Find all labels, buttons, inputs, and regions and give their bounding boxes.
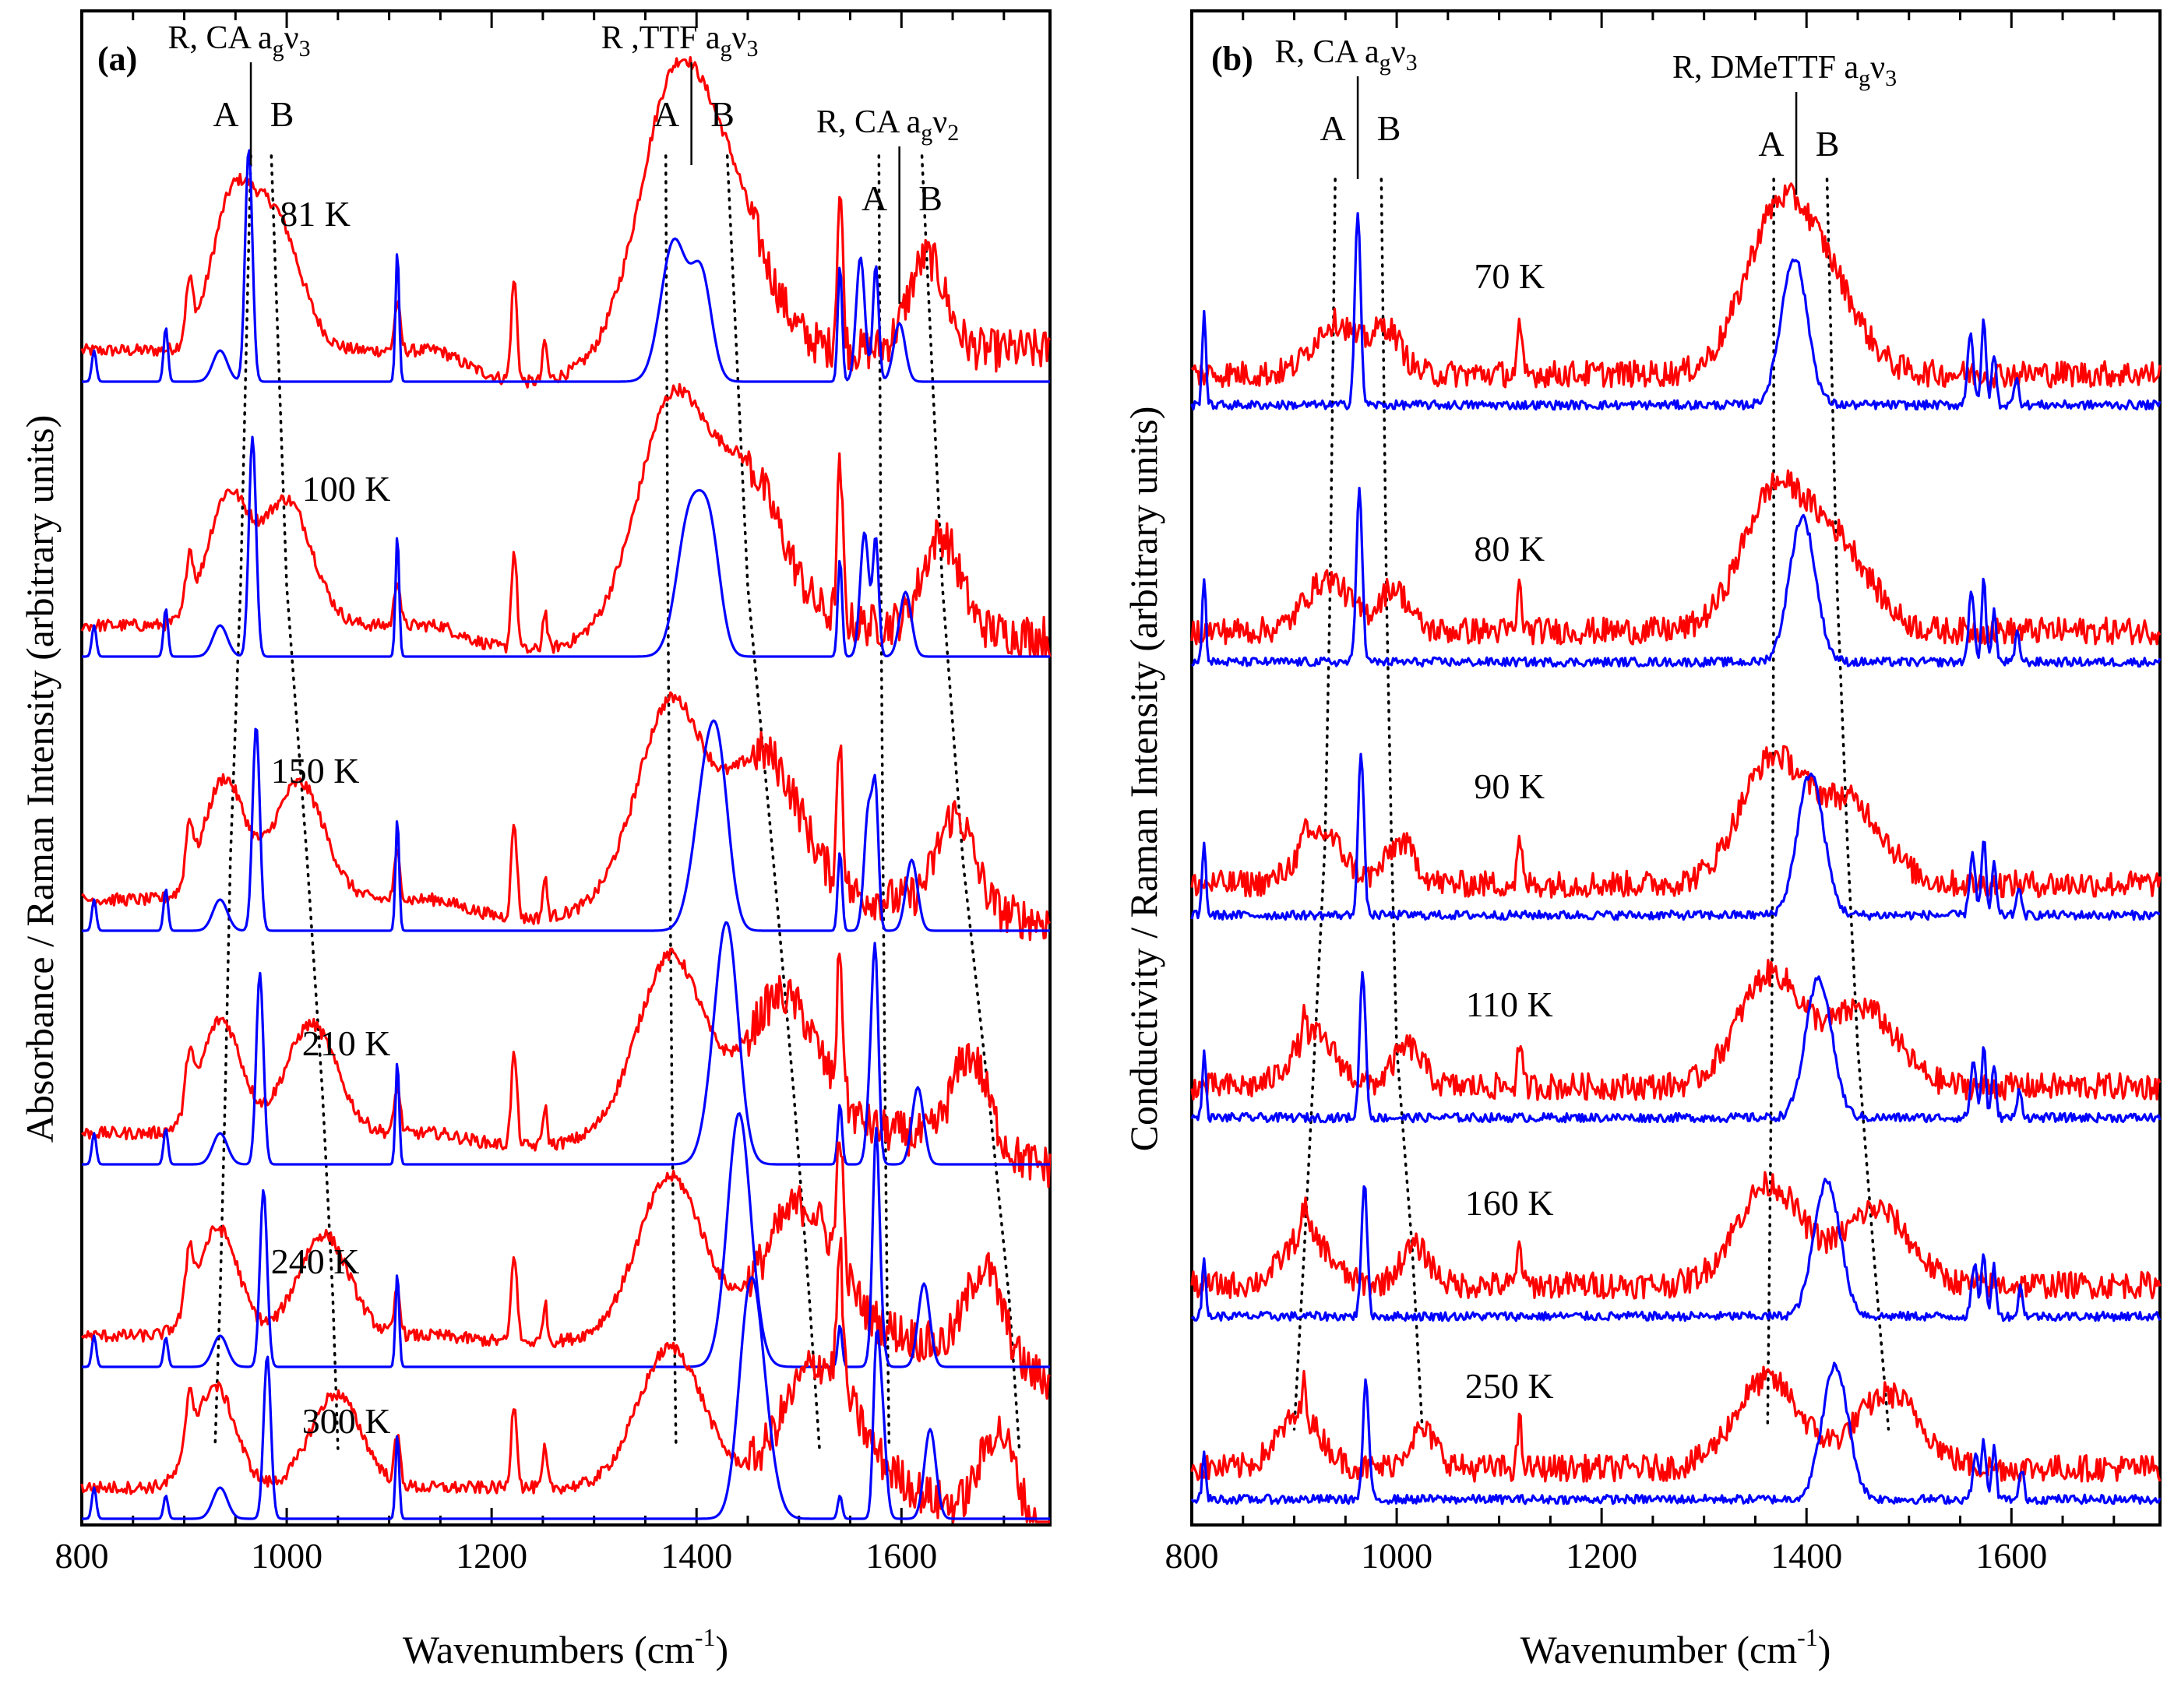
- temperature-label: 90 K: [1474, 766, 1545, 806]
- peak-letter: B: [270, 94, 294, 134]
- panel-a-guides: [213, 154, 1021, 1450]
- conductivity-curve: [1190, 469, 2162, 646]
- absorbance-curve: [81, 947, 1052, 1189]
- x-tick-label: 1000: [1361, 1536, 1432, 1576]
- mode-label: R ,TTF agν3: [601, 20, 759, 62]
- raman-curve: [1190, 970, 2162, 1124]
- temperature-label: 250 K: [1465, 1366, 1554, 1406]
- raman-curve: [1190, 752, 2161, 921]
- x-tick-label: 1200: [1566, 1536, 1637, 1576]
- panel-a-ylabel: Absorbance / Raman Intensity (arbitrary …: [18, 415, 62, 1143]
- x-tick-label: 800: [55, 1536, 109, 1576]
- panel-b-tag: (b): [1211, 40, 1253, 78]
- raman-curve: [82, 149, 1050, 383]
- peak-letter: B: [1816, 124, 1840, 164]
- peak-letter: B: [1377, 108, 1401, 148]
- raman-curve: [82, 1112, 1050, 1368]
- dotted-guide: [725, 154, 821, 1450]
- panel-a-ticks: 800 1000 1200 1400 1600: [55, 11, 1006, 1576]
- x-tick-label: 800: [1165, 1536, 1219, 1576]
- dotted-guide: [270, 154, 340, 1450]
- panel-b-curves: [1190, 182, 2162, 1506]
- absorbance-curve: [80, 1237, 1050, 1523]
- peak-letter: A: [1320, 108, 1345, 148]
- x-tick-label: 1400: [661, 1536, 732, 1576]
- raman-curve: [82, 921, 1050, 1166]
- temperature-label: 81 K: [280, 194, 351, 234]
- mode-label: R, CA agν3: [1274, 34, 1417, 76]
- temperature-label: 100 K: [302, 469, 391, 509]
- dotted-guide: [920, 154, 1021, 1450]
- panel-a-labels: 81 K 100 K 150 K 210 K 240 K 300 K R, CA agν3 A…: [167, 20, 959, 1441]
- dotted-guide: [1766, 178, 1775, 1431]
- absorbance-curve: [80, 1141, 1051, 1400]
- conductivity-curve: [1190, 959, 2162, 1101]
- raman-curve: [82, 435, 1050, 658]
- dotted-guide: [877, 154, 891, 1450]
- panel-b: (b) 800 1000 1200 1400 1600 70 K 80 K 90 K 110 …: [1122, 9, 2162, 1671]
- conductivity-curve: [1190, 745, 2162, 899]
- panel-b-frame: [1190, 9, 2162, 1527]
- peak-letter: A: [862, 178, 887, 218]
- panel-a-curves: [80, 55, 1052, 1523]
- mode-label: R, CA agν3: [167, 20, 310, 62]
- panel-a-frame: [80, 9, 1052, 1527]
- raman-curve: [1191, 487, 2162, 668]
- conductivity-curve: [1190, 182, 2162, 389]
- x-tick-label: 1200: [456, 1536, 527, 1576]
- temperature-label: 150 K: [271, 751, 360, 791]
- peak-letter: A: [1758, 124, 1784, 164]
- peak-letter: B: [710, 94, 735, 134]
- mode-label: R, CA agν2: [816, 104, 959, 146]
- conductivity-curve: [1190, 1365, 2162, 1483]
- dotted-guide: [664, 154, 678, 1450]
- temperature-label: 300 K: [302, 1401, 391, 1441]
- panel-a-xlabel: Wavenumbers (cm-1): [403, 1623, 728, 1671]
- panel-b-ticks: 800 1000 1200 1400 1600: [1165, 11, 2116, 1576]
- raman-curve: [82, 1276, 1050, 1520]
- temperature-label: 110 K: [1466, 984, 1553, 1024]
- x-tick-label: 1600: [865, 1536, 937, 1576]
- panel-a: (a) 800 1000 1200 1400 1600 81 K 100 K 150 K 21…: [18, 9, 1052, 1671]
- absorbance-curve: [81, 691, 1051, 942]
- dotted-guide: [1379, 178, 1424, 1431]
- x-tick-label: 1600: [1975, 1536, 2047, 1576]
- mode-label: R, DMeTTF agν3: [1672, 50, 1897, 91]
- temperature-label: 210 K: [302, 1023, 391, 1063]
- peak-letter: B: [918, 178, 943, 218]
- peak-letter: A: [654, 94, 679, 134]
- raman-curve: [82, 719, 1050, 932]
- panel-b-xlabel: Wavenumber (cm-1): [1520, 1623, 1831, 1671]
- panel-b-guides: [1292, 178, 1890, 1431]
- x-tick-label: 1000: [251, 1536, 322, 1576]
- panel-a-tag: (a): [97, 40, 137, 78]
- temperature-label: 70 K: [1474, 256, 1545, 296]
- temperature-label: 160 K: [1465, 1183, 1554, 1223]
- conductivity-curve: [1190, 1171, 2162, 1300]
- panel-b-ylabel: Conductivity / Raman Intensity (arbitrar…: [1122, 407, 1165, 1152]
- temperature-label: 240 K: [271, 1241, 360, 1281]
- peak-letter: A: [213, 94, 238, 134]
- dotted-guide: [1292, 178, 1337, 1431]
- temperature-label: 80 K: [1474, 529, 1545, 569]
- x-tick-label: 1400: [1771, 1536, 1842, 1576]
- dotted-guide: [213, 154, 252, 1450]
- absorbance-curve: [80, 382, 1052, 658]
- absorbance-curve: [80, 55, 1052, 389]
- dotted-guide: [1825, 178, 1890, 1431]
- raman-curve: [1190, 212, 2162, 411]
- raman-curve: [1190, 1361, 2162, 1506]
- raman-curve: [1190, 1178, 2162, 1322]
